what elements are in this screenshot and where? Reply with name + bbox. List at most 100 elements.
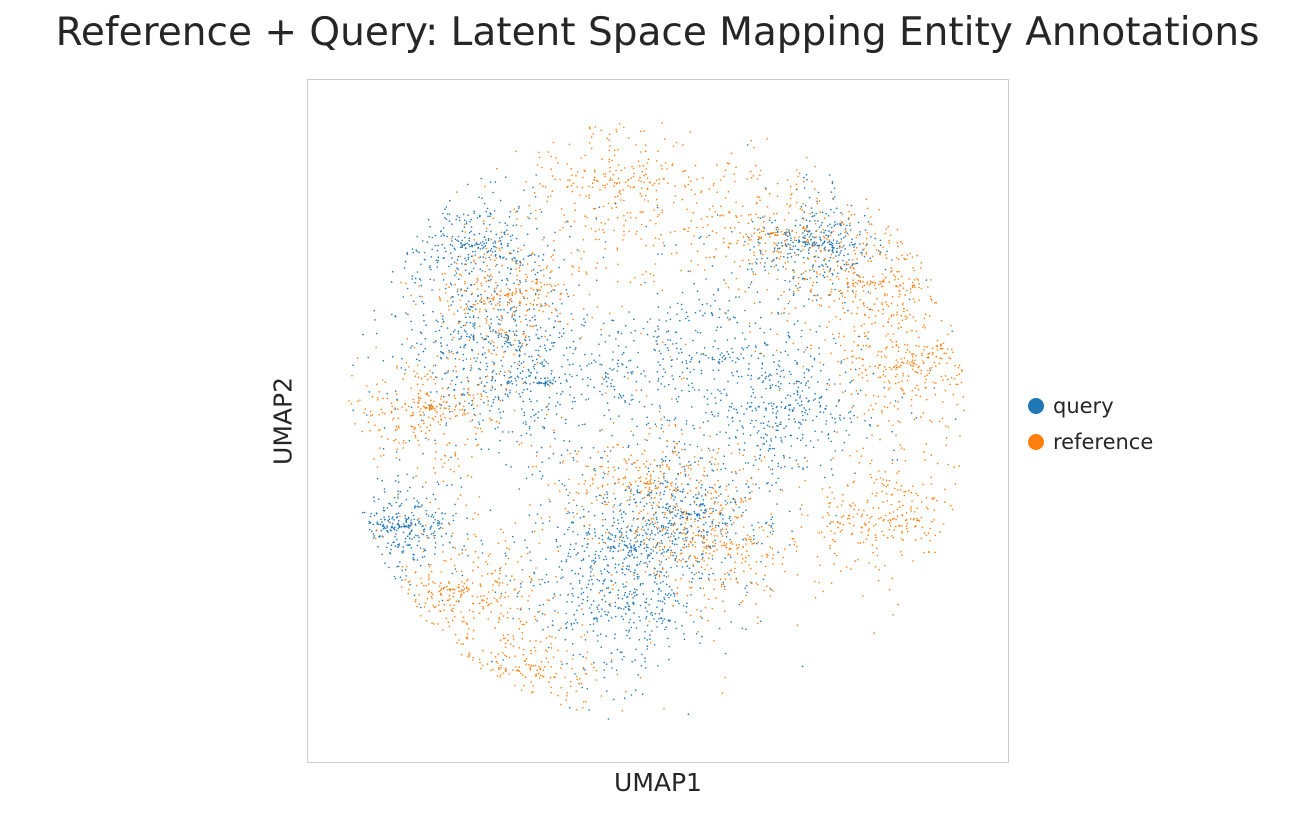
point-reference <box>827 294 830 296</box>
point-reference <box>853 249 856 252</box>
point-reference <box>445 283 448 286</box>
point-reference <box>643 174 645 177</box>
point-reference <box>472 255 474 257</box>
point-reference <box>494 656 497 658</box>
point-reference <box>441 466 444 468</box>
point-query <box>867 337 869 340</box>
point-reference <box>443 462 446 465</box>
point-reference <box>623 167 626 169</box>
point-query <box>540 504 542 506</box>
point-query <box>661 610 663 612</box>
point-reference <box>684 528 686 530</box>
point-reference <box>660 418 662 421</box>
point-reference <box>874 566 877 568</box>
point-reference <box>513 684 516 687</box>
point-reference <box>794 307 797 309</box>
point-reference <box>635 505 638 507</box>
point-reference <box>459 596 462 598</box>
point-query <box>430 525 433 527</box>
point-reference <box>920 516 923 519</box>
point-reference <box>912 316 915 318</box>
point-reference <box>751 490 753 493</box>
point-reference <box>895 344 898 347</box>
point-reference <box>713 182 715 185</box>
point-query <box>650 491 653 494</box>
point-reference <box>661 122 663 124</box>
point-reference <box>402 447 404 449</box>
point-reference <box>496 581 499 584</box>
point-reference <box>592 133 595 135</box>
point-query <box>530 559 532 562</box>
point-query <box>516 367 519 370</box>
point-query <box>809 246 811 249</box>
point-query <box>804 456 806 459</box>
point-reference <box>595 679 598 681</box>
point-reference <box>482 607 485 610</box>
point-reference <box>538 665 540 668</box>
point-reference <box>518 666 520 668</box>
point-reference <box>375 346 377 349</box>
point-reference <box>480 393 482 396</box>
point-reference <box>523 684 525 687</box>
point-query <box>765 344 767 347</box>
point-reference <box>726 525 728 527</box>
point-query <box>699 505 701 507</box>
point-query <box>541 578 543 581</box>
point-query <box>599 430 601 432</box>
point-query <box>537 611 539 613</box>
point-reference <box>663 477 665 480</box>
point-reference <box>455 370 458 373</box>
point-reference <box>468 339 471 342</box>
point-query <box>413 536 416 539</box>
point-query <box>491 660 493 663</box>
point-reference <box>786 319 789 322</box>
point-reference <box>644 438 646 441</box>
point-reference <box>714 211 716 213</box>
point-query <box>468 237 471 239</box>
point-query <box>498 237 501 239</box>
point-query <box>448 220 451 222</box>
point-reference <box>706 538 708 541</box>
point-reference <box>697 534 700 537</box>
point-reference <box>647 512 649 515</box>
point-reference <box>539 355 541 358</box>
point-reference <box>445 617 448 620</box>
point-reference <box>843 358 845 361</box>
point-query <box>481 337 483 339</box>
point-reference <box>720 214 723 216</box>
point-reference <box>490 602 492 605</box>
point-reference <box>852 524 855 527</box>
point-reference <box>811 180 813 183</box>
point-reference <box>902 302 904 304</box>
point-query <box>758 487 760 489</box>
point-query <box>569 548 571 551</box>
point-reference <box>852 355 854 358</box>
point-reference <box>430 405 433 407</box>
point-reference <box>530 649 532 652</box>
point-reference <box>464 443 467 446</box>
point-query <box>442 320 445 323</box>
point-reference <box>453 395 456 397</box>
point-reference <box>675 488 678 490</box>
point-reference <box>906 254 909 256</box>
point-reference <box>789 246 791 249</box>
point-reference <box>470 476 473 478</box>
point-query <box>617 519 619 521</box>
point-query <box>451 484 453 486</box>
point-query <box>504 552 507 555</box>
point-reference <box>913 418 916 421</box>
point-reference <box>645 173 647 176</box>
point-query <box>711 358 714 361</box>
point-query <box>662 525 665 527</box>
point-reference <box>548 516 551 518</box>
point-query <box>815 212 817 215</box>
point-reference <box>478 658 481 661</box>
point-reference <box>512 311 515 313</box>
point-query <box>434 439 436 442</box>
point-reference <box>726 162 729 164</box>
point-reference <box>933 361 936 364</box>
point-reference <box>530 681 533 683</box>
point-reference <box>548 635 551 637</box>
point-reference <box>573 516 575 518</box>
point-reference <box>872 408 874 411</box>
